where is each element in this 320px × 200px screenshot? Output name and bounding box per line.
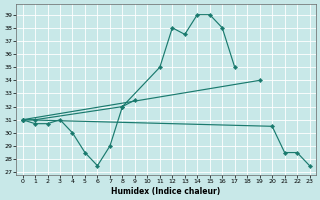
X-axis label: Humidex (Indice chaleur): Humidex (Indice chaleur): [111, 187, 221, 196]
